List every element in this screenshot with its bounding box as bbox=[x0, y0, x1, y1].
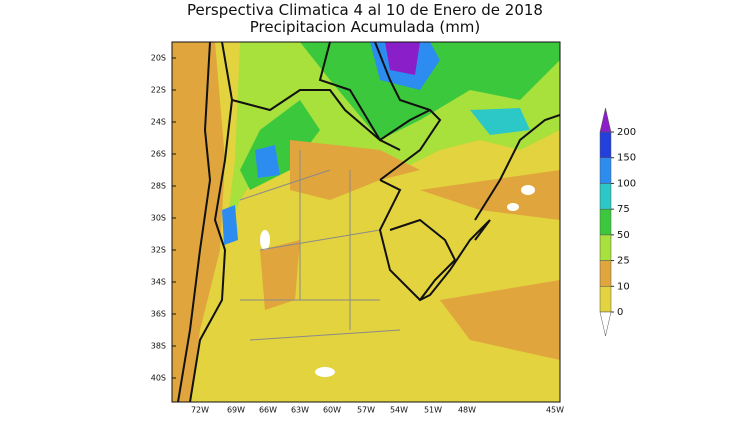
colorbar-bin bbox=[599, 157, 612, 184]
lat-label: 20S bbox=[151, 54, 166, 63]
map bbox=[172, 42, 560, 402]
lat-label: 40S bbox=[151, 374, 166, 383]
colorbar-bin bbox=[599, 131, 612, 158]
colorbar-bin bbox=[599, 260, 612, 287]
lat-label: 30S bbox=[151, 214, 166, 223]
colorbar-bin bbox=[599, 183, 612, 210]
colorbar-bin bbox=[599, 208, 612, 236]
colorbar-label: 50 bbox=[617, 230, 630, 241]
colorbar-label: 75 bbox=[617, 204, 630, 215]
lon-label: 69W bbox=[227, 406, 245, 415]
lat-label: 36S bbox=[151, 310, 166, 319]
colorbar-extend-low bbox=[599, 311, 612, 337]
colorbar-label: 25 bbox=[617, 256, 630, 267]
lon-label: 48W bbox=[458, 406, 476, 415]
lat-label: 34S bbox=[151, 278, 166, 287]
lon-label: 57W bbox=[357, 406, 375, 415]
lat-label: 24S bbox=[151, 118, 166, 127]
lon-label: 51W bbox=[424, 406, 442, 415]
colorbar-bin bbox=[599, 234, 612, 261]
colorbar-label: 150 bbox=[617, 153, 636, 164]
colorbar-label: 200 bbox=[617, 127, 636, 138]
lon-label: 54W bbox=[390, 406, 408, 415]
lat-label: 26S bbox=[151, 150, 166, 159]
lon-label: 60W bbox=[323, 406, 341, 415]
lon-label: 45W bbox=[546, 406, 564, 415]
lon-label: 63W bbox=[291, 406, 309, 415]
lat-label: 38S bbox=[151, 342, 166, 351]
lat-label: 22S bbox=[151, 86, 166, 95]
colorbar-bin bbox=[599, 286, 612, 313]
map-frame bbox=[171, 41, 561, 403]
colorbar-label: 100 bbox=[617, 178, 636, 189]
lat-label: 28S bbox=[151, 182, 166, 191]
subtitle: Precipitacion Acumulada (mm) bbox=[250, 18, 481, 36]
lon-label: 72W bbox=[191, 406, 209, 415]
colorbar-label: 10 bbox=[617, 281, 630, 292]
colorbar-extend-high bbox=[599, 107, 612, 133]
colorbar-label: 0 bbox=[617, 307, 623, 318]
lon-label: 66W bbox=[259, 406, 277, 415]
lat-label: 32S bbox=[151, 246, 166, 255]
colorbar: 0 10 25 50 75 100 150 200 bbox=[599, 107, 636, 337]
title: Perspectiva Climatica 4 al 10 de Enero d… bbox=[187, 1, 543, 19]
